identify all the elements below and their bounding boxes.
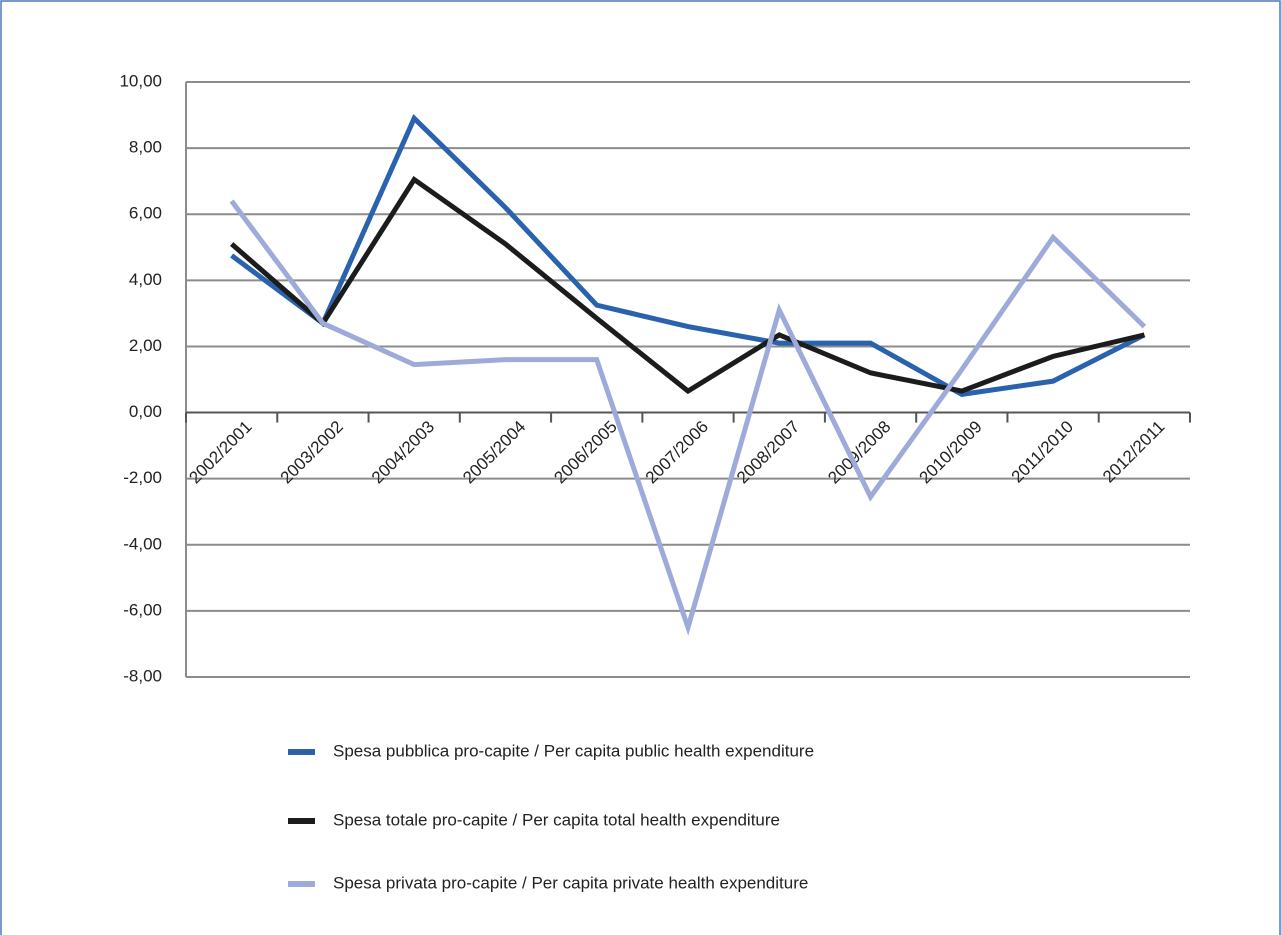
- y-tick-label: -2,00: [123, 468, 162, 487]
- x-tick-label: 2002/2001: [185, 417, 255, 487]
- x-tick-label: 2012/2011: [1099, 417, 1168, 486]
- y-tick-label: 0,00: [129, 402, 162, 421]
- y-tick-label: 10,00: [119, 71, 162, 90]
- series-line: [229, 175, 1145, 395]
- x-tick-label: 2005/2004: [459, 417, 529, 487]
- x-tick-label: 2003/2002: [277, 417, 347, 487]
- x-tick-label: 2007/2006: [642, 417, 712, 487]
- legend-label: Spesa pubblica pro-capite / Per capita p…: [333, 741, 814, 760]
- legend-label: Spesa privata pro-capite / Per capita pr…: [333, 873, 808, 892]
- series-line: [230, 114, 1146, 397]
- y-tick-label: -4,00: [123, 534, 162, 553]
- x-tick-label: 2011/2010: [1008, 417, 1077, 486]
- y-tick-label: 2,00: [129, 336, 162, 355]
- y-tick-label: 6,00: [129, 204, 162, 223]
- series-line: [229, 199, 1147, 636]
- x-tick-label: 2006/2005: [550, 417, 620, 487]
- y-tick-label: -6,00: [123, 600, 162, 619]
- y-tick-label: -8,00: [123, 666, 162, 685]
- x-tick-label: 2010/2009: [916, 417, 986, 487]
- x-tick-label: 2004/2003: [368, 417, 438, 487]
- y-tick-label: 4,00: [129, 270, 162, 289]
- legend-label: Spesa totale pro-capite / Per capita tot…: [333, 810, 780, 829]
- y-tick-label: 8,00: [129, 138, 162, 157]
